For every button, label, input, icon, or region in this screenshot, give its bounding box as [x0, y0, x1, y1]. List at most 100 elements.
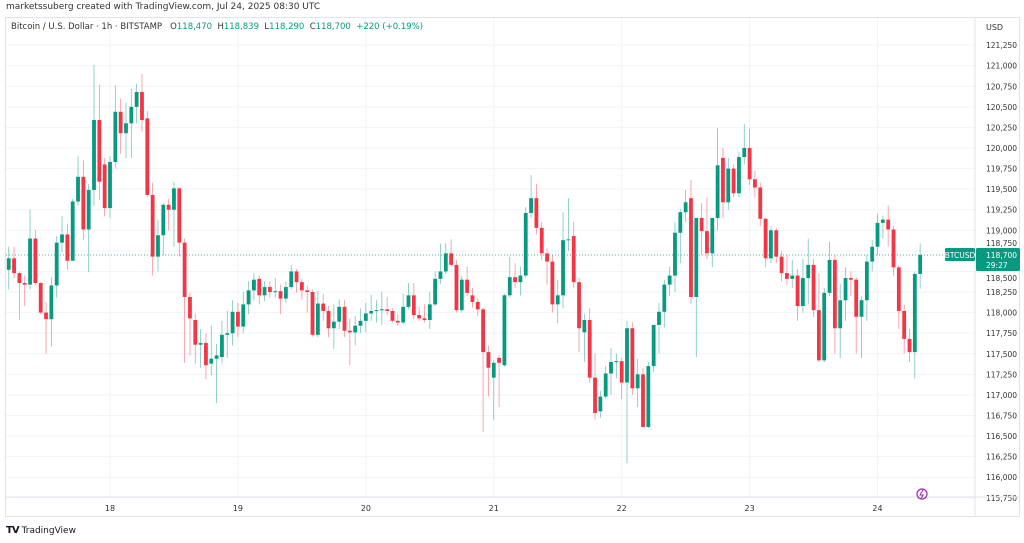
candle[interactable]	[806, 238, 811, 305]
candle[interactable]	[182, 238, 187, 363]
candle[interactable]	[12, 246, 16, 279]
candle[interactable]	[60, 216, 64, 253]
candle[interactable]	[49, 277, 54, 347]
candle[interactable]	[33, 230, 38, 286]
candle[interactable]	[118, 98, 123, 154]
candle[interactable]	[710, 217, 715, 268]
candle[interactable]	[619, 357, 624, 400]
candle[interactable]	[214, 343, 219, 404]
candle[interactable]	[779, 250, 784, 282]
candle[interactable]	[827, 241, 832, 297]
candle[interactable]	[694, 217, 699, 358]
candle[interactable]	[427, 292, 432, 330]
candle[interactable]	[758, 182, 763, 227]
candle[interactable]	[747, 129, 752, 186]
currency-label[interactable]: USD	[986, 23, 1004, 32]
candle[interactable]	[150, 182, 155, 276]
candle[interactable]	[97, 84, 102, 200]
candle[interactable]	[209, 325, 214, 376]
candle[interactable]	[832, 254, 837, 354]
candle[interactable]	[539, 222, 544, 260]
candle[interactable]	[401, 293, 406, 325]
candle[interactable]	[385, 296, 390, 316]
candle[interactable]	[113, 85, 118, 169]
candle[interactable]	[363, 302, 368, 333]
candle[interactable]	[454, 259, 459, 313]
candle[interactable]	[582, 314, 587, 362]
candle[interactable]	[379, 292, 384, 325]
candle[interactable]	[406, 282, 411, 310]
candle[interactable]	[44, 301, 48, 354]
candle[interactable]	[134, 83, 139, 124]
candle[interactable]	[763, 217, 768, 268]
candle[interactable]	[177, 187, 182, 257]
candle[interactable]	[315, 291, 320, 338]
candle[interactable]	[331, 304, 336, 349]
candle[interactable]	[305, 285, 310, 313]
candle[interactable]	[347, 318, 352, 366]
candle[interactable]	[630, 322, 635, 395]
candle[interactable]	[726, 157, 731, 210]
candle[interactable]	[443, 242, 448, 274]
candle[interactable]	[891, 226, 896, 276]
candle[interactable]	[699, 203, 704, 255]
candle[interactable]	[912, 271, 917, 379]
candle[interactable]	[859, 296, 864, 358]
candle[interactable]	[683, 189, 688, 223]
candle[interactable]	[188, 292, 192, 356]
candle[interactable]	[193, 313, 198, 364]
candle[interactable]	[225, 310, 230, 358]
candle[interactable]	[571, 222, 576, 288]
candle[interactable]	[411, 282, 416, 320]
candle[interactable]	[422, 304, 427, 323]
candle[interactable]	[268, 281, 272, 298]
candle[interactable]	[161, 203, 166, 255]
candle[interactable]	[742, 124, 747, 165]
candle[interactable]	[721, 148, 725, 218]
candle[interactable]	[28, 209, 32, 290]
candle[interactable]	[475, 298, 480, 316]
candle[interactable]	[374, 300, 379, 323]
candle[interactable]	[641, 367, 645, 428]
candle[interactable]	[166, 199, 171, 231]
candle[interactable]	[864, 254, 869, 321]
candle[interactable]	[220, 320, 224, 364]
candle[interactable]	[86, 184, 91, 273]
candle[interactable]	[848, 271, 853, 297]
candle[interactable]	[502, 293, 507, 367]
candle[interactable]	[598, 390, 603, 418]
candle[interactable]	[129, 88, 134, 158]
candle[interactable]	[54, 236, 59, 298]
candle[interactable]	[838, 283, 843, 358]
candle[interactable]	[299, 278, 304, 300]
candle[interactable]	[236, 302, 240, 338]
candle[interactable]	[822, 287, 827, 362]
candle[interactable]	[262, 281, 267, 302]
candle[interactable]	[801, 259, 805, 313]
candle[interactable]	[257, 275, 262, 305]
candle[interactable]	[417, 306, 422, 321]
candle[interactable]	[395, 314, 400, 326]
candle[interactable]	[816, 273, 821, 362]
candle[interactable]	[843, 267, 848, 321]
candle[interactable]	[651, 324, 656, 372]
candle[interactable]	[896, 264, 901, 330]
candle[interactable]	[769, 226, 773, 264]
candle[interactable]	[252, 273, 256, 301]
candle[interactable]	[353, 315, 358, 346]
candle[interactable]	[689, 180, 693, 305]
candle[interactable]	[625, 320, 629, 464]
candle[interactable]	[662, 279, 667, 328]
candle[interactable]	[337, 299, 342, 330]
candle[interactable]	[289, 264, 294, 290]
candle[interactable]	[22, 275, 27, 307]
candle[interactable]	[657, 302, 661, 354]
candle[interactable]	[124, 102, 128, 158]
candle[interactable]	[646, 361, 651, 428]
candle[interactable]	[246, 281, 251, 315]
candle[interactable]	[555, 279, 560, 324]
candle[interactable]	[470, 287, 475, 308]
candle[interactable]	[518, 266, 523, 296]
candle[interactable]	[907, 329, 912, 362]
candle[interactable]	[204, 333, 208, 380]
